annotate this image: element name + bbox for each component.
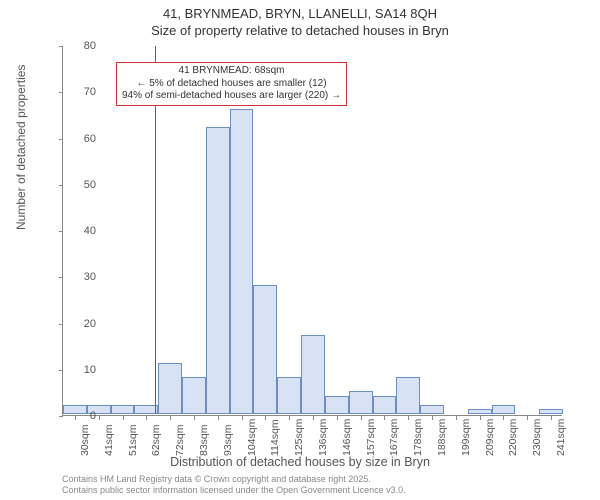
xtick-label: 30sqm (79, 424, 91, 456)
xtick-label: 114sqm (269, 419, 281, 456)
credits-line-1: Contains HM Land Registry data © Crown c… (62, 474, 406, 485)
chart-container: 41, BRYNMEAD, BRYN, LLANELLI, SA14 8QH S… (0, 0, 600, 500)
bar (373, 396, 397, 415)
annotation-box: 41 BRYNMEAD: 68sqm← 5% of detached house… (116, 62, 347, 106)
xtick-label: 62sqm (150, 424, 162, 456)
xtick-label: 41sqm (103, 424, 115, 456)
plot-area: 30sqm41sqm51sqm62sqm72sqm83sqm93sqm104sq… (62, 46, 562, 416)
xtick-label: 136sqm (317, 419, 329, 456)
xtick-mark (408, 416, 409, 420)
ytick-mark (59, 139, 63, 140)
xtick-label: 93sqm (222, 424, 234, 456)
xtick-mark (123, 416, 124, 420)
xtick-label: 72sqm (174, 424, 186, 456)
xtick-label: 157sqm (365, 419, 377, 456)
xtick-label: 51sqm (127, 424, 139, 456)
xtick-mark (337, 416, 338, 420)
xtick-mark (170, 416, 171, 420)
bar (539, 409, 563, 414)
bar (253, 285, 277, 415)
xtick-mark (194, 416, 195, 420)
ytick-mark (59, 185, 63, 186)
xtick-label: 230sqm (531, 419, 543, 456)
xtick-label: 83sqm (198, 424, 210, 456)
title-line-1: 41, BRYNMEAD, BRYN, LLANELLI, SA14 8QH (0, 6, 600, 23)
xtick-mark (313, 416, 314, 420)
bar (277, 377, 301, 414)
xtick-mark (242, 416, 243, 420)
ytick-label: 80 (66, 40, 96, 52)
ytick-label: 40 (66, 225, 96, 237)
x-axis-label: Distribution of detached houses by size … (0, 455, 600, 469)
xtick-mark (361, 416, 362, 420)
ytick-label: 0 (66, 410, 96, 422)
bar (325, 396, 349, 415)
bar (492, 405, 516, 414)
ytick-mark (59, 324, 63, 325)
ytick-label: 50 (66, 179, 96, 191)
ytick-mark (59, 46, 63, 47)
ytick-mark (59, 370, 63, 371)
annotation-line: 94% of semi-detached houses are larger (… (122, 90, 341, 103)
xtick-mark (503, 416, 504, 420)
xtick-label: 104sqm (246, 419, 258, 456)
xtick-label: 209sqm (484, 419, 496, 456)
xtick-label: 220sqm (507, 419, 519, 456)
xtick-mark (146, 416, 147, 420)
xtick-mark (551, 416, 552, 420)
credits-line-2: Contains public sector information licen… (62, 485, 406, 496)
ytick-label: 20 (66, 318, 96, 330)
bar (420, 405, 444, 414)
xtick-mark (456, 416, 457, 420)
xtick-label: 199sqm (460, 419, 472, 456)
ytick-label: 10 (66, 364, 96, 376)
bar (349, 391, 373, 414)
title-line-2: Size of property relative to detached ho… (0, 23, 600, 40)
xtick-label: 167sqm (388, 419, 400, 456)
xtick-mark (527, 416, 528, 420)
ytick-label: 30 (66, 271, 96, 283)
credits: Contains HM Land Registry data © Crown c… (62, 474, 406, 496)
ytick-mark (59, 92, 63, 93)
xtick-mark (99, 416, 100, 420)
bar (158, 363, 182, 414)
ytick-mark (59, 277, 63, 278)
xtick-label: 188sqm (436, 419, 448, 456)
bar (468, 409, 492, 414)
plot-wrap: 30sqm41sqm51sqm62sqm72sqm83sqm93sqm104sq… (62, 46, 562, 416)
bar (301, 335, 325, 414)
xtick-label: 241sqm (555, 419, 567, 456)
y-axis-label: Number of detached properties (14, 65, 28, 230)
bar (182, 377, 206, 414)
ytick-mark (59, 231, 63, 232)
xtick-label: 178sqm (412, 419, 424, 456)
xtick-label: 146sqm (341, 419, 353, 456)
xtick-mark (218, 416, 219, 420)
xtick-mark (265, 416, 266, 420)
ytick-label: 60 (66, 133, 96, 145)
xtick-mark (289, 416, 290, 420)
xtick-label: 125sqm (293, 419, 305, 456)
bar (111, 405, 135, 414)
xtick-mark (480, 416, 481, 420)
bar (230, 109, 254, 414)
annotation-line: 41 BRYNMEAD: 68sqm (122, 65, 341, 78)
xtick-mark (432, 416, 433, 420)
annotation-line: ← 5% of detached houses are smaller (12) (122, 78, 341, 91)
ytick-mark (59, 416, 63, 417)
ytick-label: 70 (66, 86, 96, 98)
chart-title: 41, BRYNMEAD, BRYN, LLANELLI, SA14 8QH S… (0, 0, 600, 40)
bar (206, 127, 230, 414)
bar (396, 377, 420, 414)
xtick-mark (384, 416, 385, 420)
